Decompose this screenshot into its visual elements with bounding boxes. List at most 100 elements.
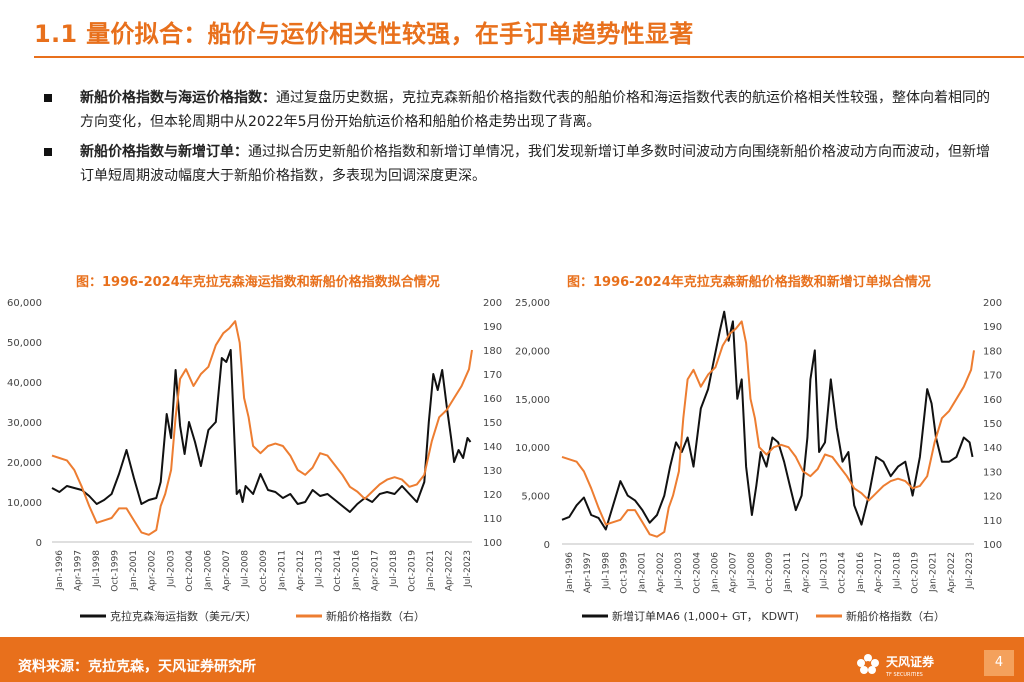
y-right-tick-label: 100	[983, 540, 1002, 551]
y-left-tick-label: 0	[544, 540, 550, 551]
x-tick-label: Oct-2014	[333, 550, 343, 592]
x-tick-label: Apr-2022	[444, 550, 454, 591]
x-tick-label: Jan-2016	[856, 552, 866, 593]
page-number: 4	[984, 650, 1014, 676]
x-tick-label: Oct-1999	[111, 550, 121, 592]
shipping-vs-newbuild-chart: 0 10,000 20,000 30,000 40,000 50,000 60,000 100…	[7, 298, 502, 623]
x-tick-label: Oct-1999	[620, 552, 630, 594]
y-right-tick-label: 180	[483, 346, 502, 357]
page-title: 1.1 量价拟合：船价与运价相关性较强，在手订单趋势性显著	[34, 20, 694, 48]
y-left-tick-label: 40,000	[7, 378, 42, 389]
y-left-tick-label: 5,000	[521, 492, 550, 503]
chart-title-right: 图：1996-2024年克拉克森新船价格指数和新增订单拟合情况	[567, 275, 931, 290]
y-right-tick-label: 190	[983, 322, 1002, 333]
x-tick-label: Jan-2016	[352, 550, 362, 591]
series-line-left	[561, 310, 974, 531]
x-tick-label: Jul-2013	[315, 550, 325, 588]
footer-bar	[0, 637, 1024, 682]
x-tick-label: Jul-2023	[463, 550, 473, 588]
logo-text: 天风证券	[886, 654, 935, 669]
y-right-tick-label: 150	[983, 419, 1002, 430]
bullet-square-icon	[44, 94, 52, 102]
y-left-tick-label: 20,000	[515, 346, 550, 357]
y-right-tick-label: 160	[983, 395, 1002, 406]
series-line-right	[561, 320, 975, 538]
y-right-tick-label: 110	[483, 514, 502, 525]
orders-vs-newbuild-chart: 0 5,000 10,000 15,000 20,000 25,000 100 110 120 1…	[515, 298, 1002, 623]
x-tick-label: Jul-2003	[674, 552, 684, 590]
y-left-tick-label: 15,000	[515, 395, 550, 406]
x-tick-label: Jan-2011	[278, 550, 288, 591]
logo-subtext: TF SECURITIES	[885, 672, 923, 678]
y-right-tick-label: 170	[483, 370, 502, 381]
x-tick-label: Apr-2012	[801, 552, 811, 593]
y-right-tick-label: 110	[983, 516, 1002, 527]
x-tick-label: Jan-2006	[710, 552, 720, 593]
bullet-list: 新船价格指数与海运价格指数：通过复盘历史数据，克拉克森新船价格指数代表的船舶价格…	[44, 86, 994, 194]
x-tick-label: Apr-2012	[296, 550, 306, 591]
x-tick-label: Jul-2018	[892, 552, 902, 590]
y-right-tick-label: 170	[983, 371, 1002, 382]
legend-label: 新船价格指数（右）	[326, 609, 425, 623]
x-tick-label: Jul-2013	[820, 552, 830, 590]
y-left-tick-label: 10,000	[515, 443, 550, 454]
y-right-tick-label: 150	[483, 418, 502, 429]
bullet-heading: 新船价格指数与海运价格指数：	[80, 90, 276, 106]
legend-label: 新增订单MA6 (1,000+ GT， KDWT)	[612, 609, 799, 623]
x-tick-label: Jan-2001	[129, 550, 139, 591]
x-tick-label: Jan-2001	[638, 552, 648, 593]
x-tick-label: Apr-2002	[656, 552, 666, 593]
y-left-tick-label: 10,000	[7, 498, 42, 509]
x-tick-label: Apr-1997	[583, 552, 593, 593]
series-line-left	[51, 349, 472, 513]
bullet-heading: 新船价格指数与新增订单：	[80, 144, 248, 160]
x-tick-label: Apr-2017	[370, 550, 380, 591]
bullet-item: 新船价格指数与新增订单：通过拟合历史新船价格指数和新增订单情况，我们发现新增订单…	[44, 140, 994, 188]
x-tick-label: Oct-2004	[185, 550, 195, 592]
x-tick-label: Jul-2018	[389, 550, 399, 588]
x-tick-label: Apr-2007	[729, 552, 739, 593]
y-left-tick-label: 25,000	[515, 298, 550, 309]
x-tick-label: Jul-2008	[240, 550, 250, 588]
y-right-tick-label: 120	[983, 492, 1002, 503]
bullet-square-icon	[44, 148, 52, 156]
y-right-tick-label: 180	[983, 346, 1002, 357]
y-left-tick-label: 30,000	[7, 418, 42, 429]
x-tick-label: Jan-1996	[565, 552, 575, 593]
x-tick-label: Jan-2006	[203, 550, 213, 591]
chart-title-left: 图：1996-2024年克拉克森海运指数和新船价格指数拟合情况	[76, 275, 440, 290]
x-tick-label: Jul-2023	[965, 552, 975, 590]
x-tick-label: Oct-2019	[910, 552, 920, 594]
x-tick-label: Jan-1996	[55, 550, 65, 591]
y-right-tick-label: 100	[483, 538, 502, 549]
flower-icon	[857, 654, 879, 674]
x-tick-label: Jul-2008	[747, 552, 757, 590]
bullet-item: 新船价格指数与海运价格指数：通过复盘历史数据，克拉克森新船价格指数代表的船舶价格…	[44, 86, 994, 134]
x-tick-label: Jan-2021	[426, 550, 436, 591]
y-right-tick-label: 140	[483, 442, 502, 453]
x-tick-label: Oct-2019	[407, 550, 417, 592]
bullet-text: 通过拟合历史新船价格指数和新增订单情况，我们发现新增订单多数时间波动方向围绕新船…	[80, 144, 990, 184]
x-tick-label: Apr-2002	[148, 550, 158, 591]
series-line-right	[51, 320, 473, 536]
x-tick-label: Apr-1997	[74, 550, 84, 591]
x-tick-label: Oct-2004	[692, 552, 702, 594]
tf-securities-logo: 天风证券 TF SECURITIES	[857, 654, 935, 678]
y-left-tick-label: 60,000	[7, 298, 42, 309]
y-right-tick-label: 120	[483, 490, 502, 501]
x-tick-label: Apr-2022	[947, 552, 957, 593]
legend-label: 新船价格指数（右）	[846, 609, 945, 623]
y-right-tick-label: 140	[983, 443, 1002, 454]
x-tick-label: Oct-2014	[838, 552, 848, 594]
x-tick-label: Oct-2009	[259, 550, 269, 592]
title-divider	[34, 56, 1024, 58]
bullet-text: 通过复盘历史数据，克拉克森新船价格指数代表的船舶价格和海运指数代表的航运价格相关…	[80, 90, 990, 130]
x-tick-label: Oct-2009	[765, 552, 775, 594]
y-left-tick-label: 0	[36, 538, 42, 549]
y-right-tick-label: 190	[483, 322, 502, 333]
x-tick-label: Jul-1998	[601, 552, 611, 590]
y-right-tick-label: 160	[483, 394, 502, 405]
x-tick-label: Apr-2007	[222, 550, 232, 591]
legend-label: 克拉克森海运指数（美元/天）	[110, 609, 257, 623]
x-tick-label: Jul-1998	[92, 550, 102, 588]
